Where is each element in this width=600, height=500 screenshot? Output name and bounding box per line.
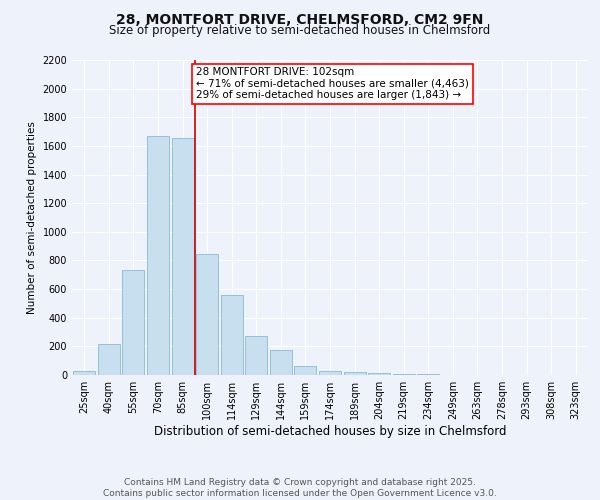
Bar: [270, 350, 292, 375]
Bar: [196, 254, 218, 375]
Text: Contains HM Land Registry data © Crown copyright and database right 2025.
Contai: Contains HM Land Registry data © Crown c…: [103, 478, 497, 498]
X-axis label: Distribution of semi-detached houses by size in Chelmsford: Distribution of semi-detached houses by …: [154, 425, 506, 438]
Bar: [245, 336, 268, 375]
Bar: [368, 373, 390, 375]
Bar: [98, 344, 120, 375]
Y-axis label: Number of semi-detached properties: Number of semi-detached properties: [27, 121, 37, 314]
Bar: [147, 136, 169, 375]
Bar: [73, 370, 95, 375]
Text: Size of property relative to semi-detached houses in Chelmsford: Size of property relative to semi-detach…: [109, 24, 491, 37]
Bar: [319, 370, 341, 375]
Bar: [392, 374, 415, 375]
Text: 28, MONTFORT DRIVE, CHELMSFORD, CM2 9FN: 28, MONTFORT DRIVE, CHELMSFORD, CM2 9FN: [116, 12, 484, 26]
Bar: [172, 138, 194, 375]
Text: 28 MONTFORT DRIVE: 102sqm
← 71% of semi-detached houses are smaller (4,463)
29% : 28 MONTFORT DRIVE: 102sqm ← 71% of semi-…: [196, 67, 469, 100]
Bar: [295, 366, 316, 375]
Bar: [122, 270, 145, 375]
Bar: [221, 295, 243, 375]
Bar: [344, 372, 365, 375]
Bar: [417, 374, 439, 375]
